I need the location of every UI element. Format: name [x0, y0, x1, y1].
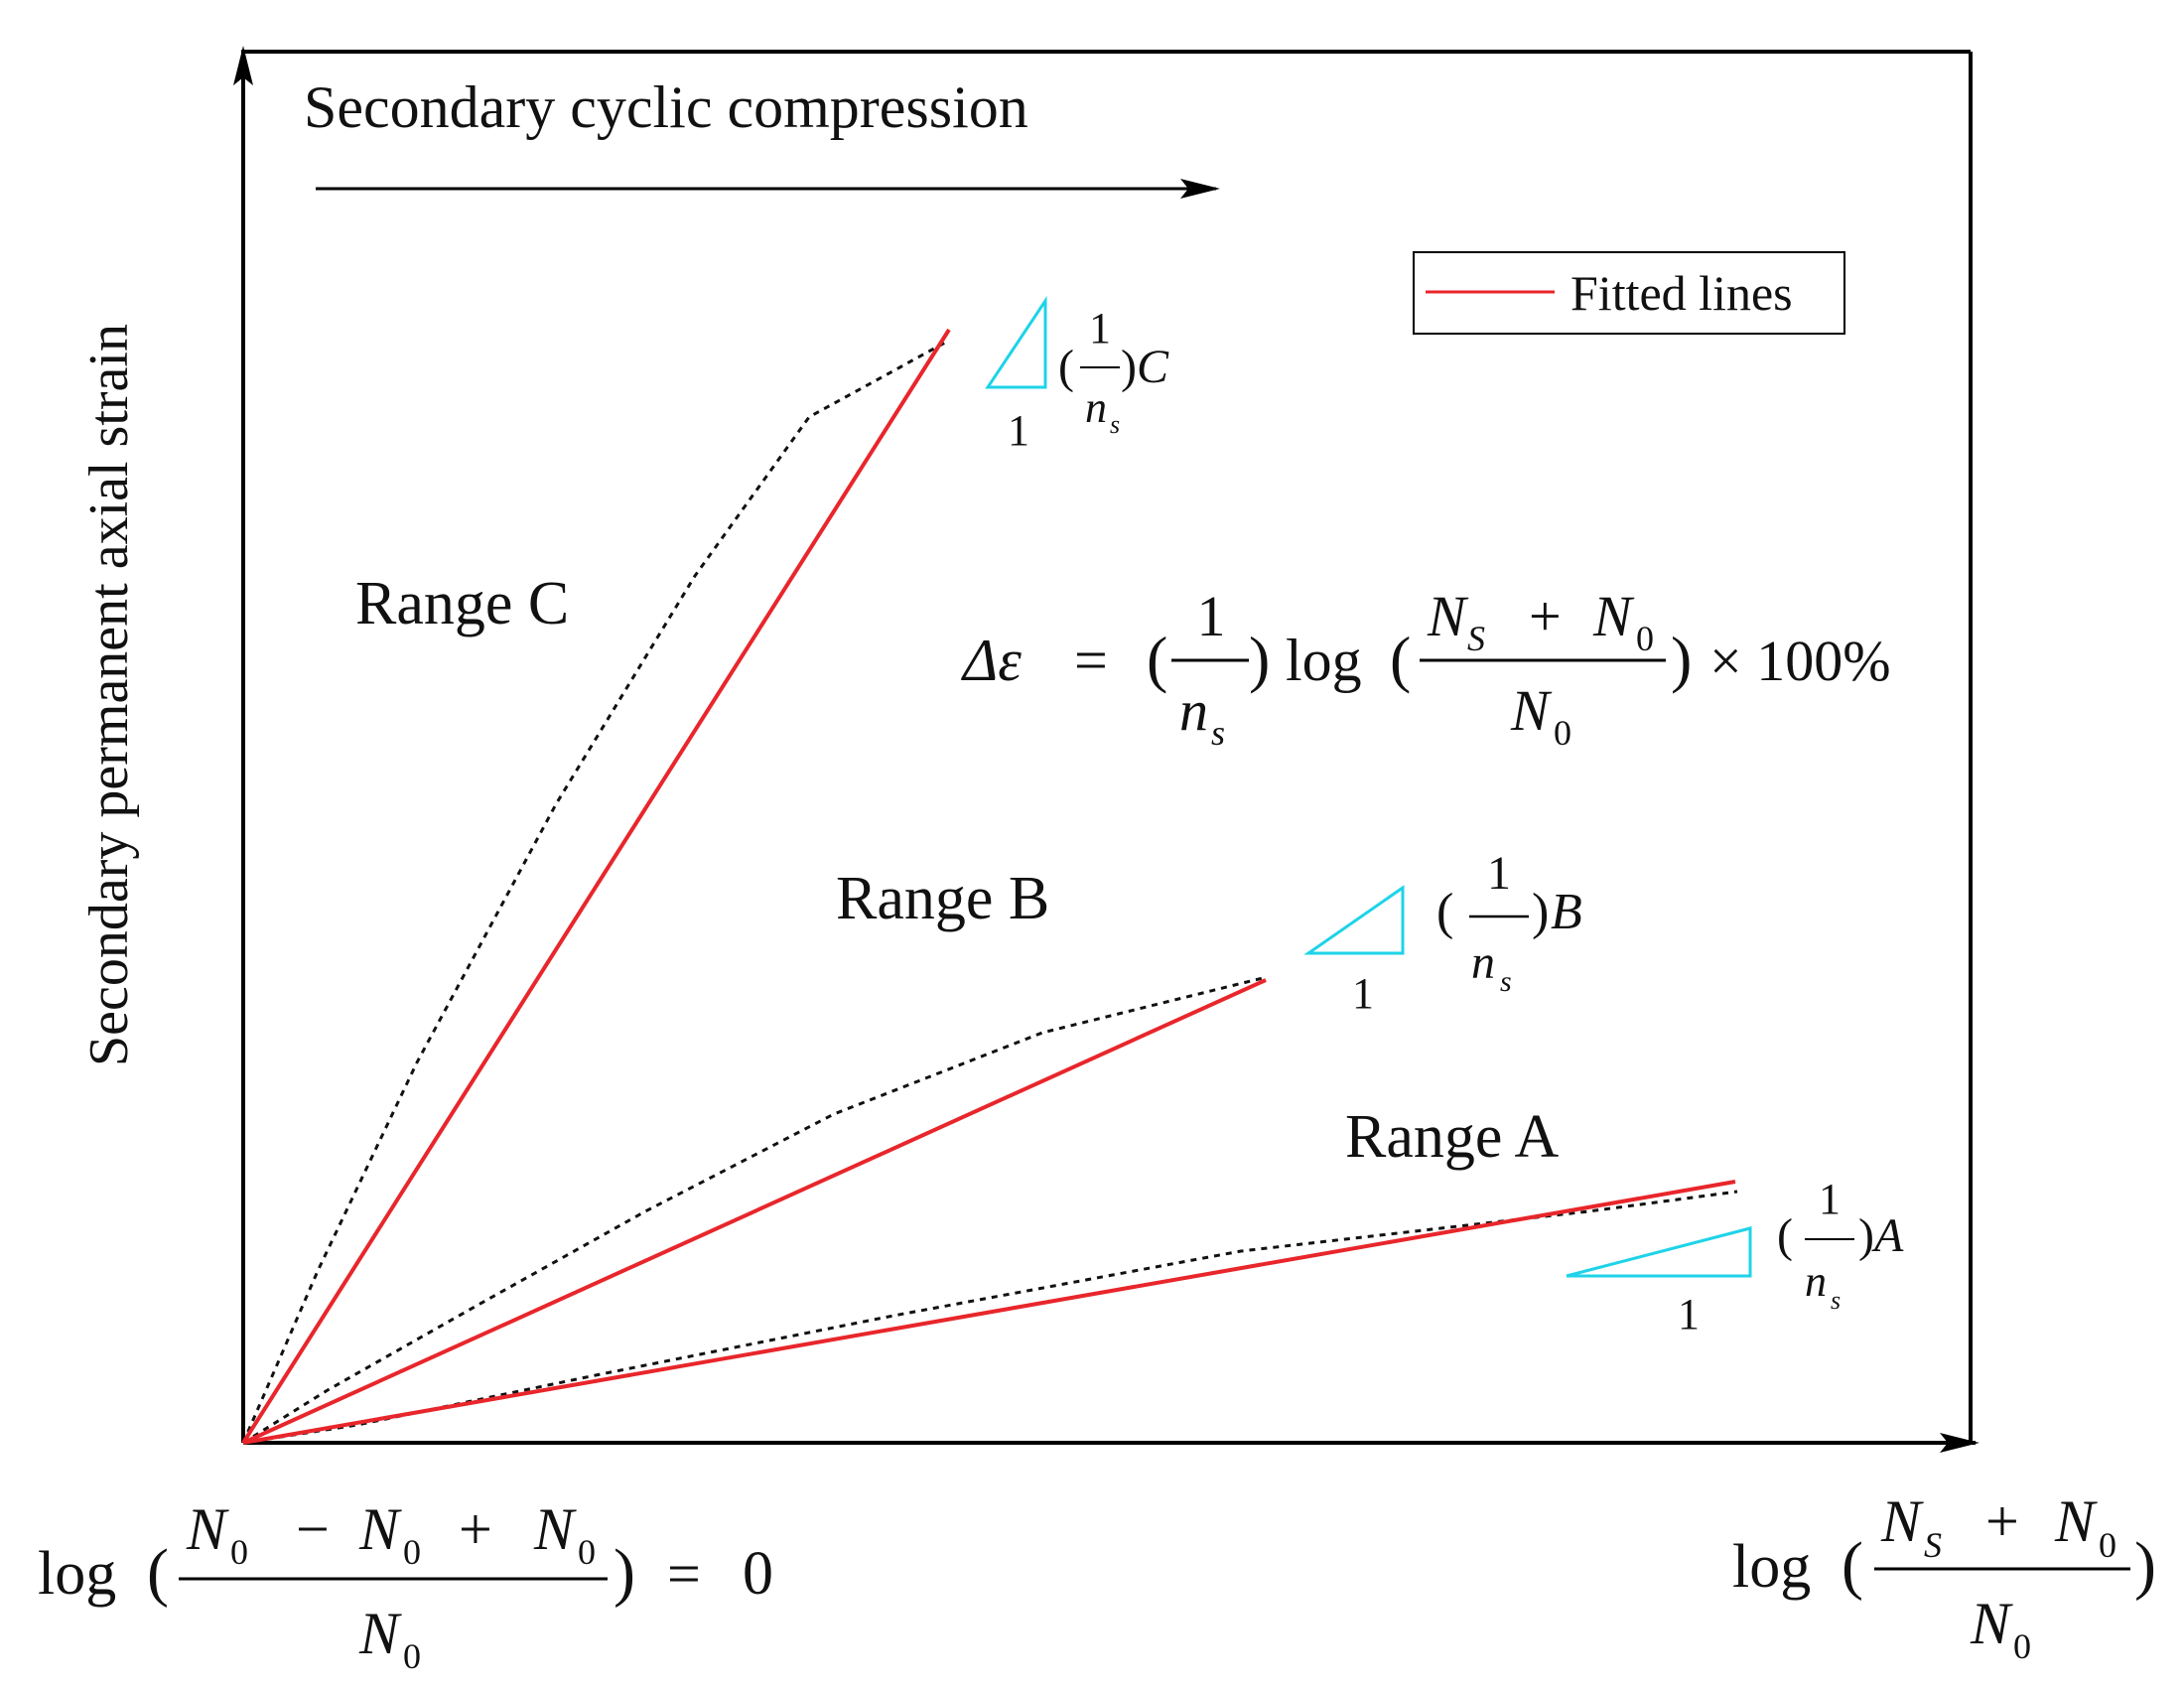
svg-text:): )	[1249, 624, 1270, 694]
slope-indicator-a: 1 ( 1 n s ) A	[1566, 1175, 1904, 1339]
slope-letter-c: C	[1137, 341, 1169, 393]
range-c-label: Range C	[355, 570, 569, 637]
svg-text:× 100%: × 100%	[1709, 629, 1891, 693]
slope-run-b: 1	[1352, 969, 1374, 1018]
svg-text:1: 1	[1819, 1175, 1841, 1223]
svg-text:N: N	[186, 1496, 229, 1562]
svg-text:=: =	[1074, 628, 1108, 693]
svg-text:): )	[2134, 1529, 2156, 1602]
svg-text:−: −	[296, 1496, 330, 1562]
fitted-lines	[241, 328, 1736, 1445]
svg-text:s: s	[1211, 713, 1225, 753]
svg-text:0: 0	[743, 1540, 773, 1608]
svg-text:): )	[1532, 884, 1549, 940]
slope-triangle-b	[1303, 885, 1405, 955]
svg-text:(: (	[1436, 884, 1453, 940]
direction-label: Secondary cyclic compression	[304, 74, 1028, 140]
svg-text:0: 0	[230, 1532, 248, 1572]
svg-text:s: s	[1110, 410, 1120, 439]
fitted-line-c	[241, 328, 951, 1445]
svg-text:(: (	[1842, 1529, 1863, 1602]
svg-text:): )	[1858, 1209, 1874, 1262]
svg-text:s: s	[1500, 965, 1512, 998]
svg-text:=: =	[667, 1541, 701, 1607]
strain-equation: Δε = ( 1 n s ) log ( N S + N 0 N 0 ) × 1…	[961, 584, 1891, 753]
fitted-line-b	[242, 978, 1267, 1445]
slope-triangle-a	[1566, 1226, 1752, 1278]
svg-text:log: log	[1286, 628, 1362, 693]
svg-text:0: 0	[2013, 1626, 2031, 1666]
svg-text:0: 0	[1554, 713, 1571, 753]
svg-text:n: n	[1805, 1257, 1827, 1306]
data-curves	[241, 341, 1738, 1445]
svg-text:+: +	[1985, 1488, 2019, 1554]
svg-text:1: 1	[1487, 847, 1511, 900]
svg-text:s: s	[1831, 1286, 1841, 1315]
svg-text:+: +	[459, 1496, 492, 1562]
svg-text:N: N	[2054, 1488, 2098, 1554]
svg-text:N: N	[358, 1496, 402, 1562]
svg-text:(: (	[1058, 341, 1074, 393]
svg-text:S: S	[1924, 1525, 1942, 1565]
legend-entry: Fitted lines	[1570, 265, 1793, 321]
data-curve-b	[242, 976, 1264, 1445]
svg-text:S: S	[1467, 619, 1485, 658]
svg-text:0: 0	[403, 1532, 421, 1572]
svg-text:n: n	[1085, 383, 1107, 432]
range-b-label: Range B	[836, 865, 1049, 932]
svg-text:1: 1	[1089, 304, 1111, 352]
svg-text:): )	[1671, 624, 1692, 694]
slope-letter-b: B	[1551, 884, 1582, 940]
svg-text:): )	[1121, 341, 1137, 393]
svg-text:(: (	[1390, 624, 1411, 694]
svg-text:Δε: Δε	[961, 628, 1022, 693]
svg-text:N: N	[1592, 584, 1635, 648]
svg-text:): )	[614, 1536, 635, 1609]
svg-text:n: n	[1471, 936, 1495, 989]
svg-text:log: log	[38, 1540, 116, 1608]
slope-indicator-c: 1 ( 1 n s ) C	[985, 296, 1169, 455]
svg-text:n: n	[1179, 678, 1208, 743]
svg-text:(: (	[1777, 1209, 1793, 1262]
slope-triangle-c	[985, 296, 1047, 389]
y-axis-label: Secondary permanent axial strain	[78, 324, 140, 1066]
svg-text:0: 0	[403, 1636, 421, 1676]
svg-text:log: log	[1732, 1533, 1811, 1601]
svg-text:1: 1	[1197, 584, 1226, 648]
svg-text:N: N	[1510, 678, 1553, 743]
svg-text:N: N	[533, 1496, 577, 1562]
svg-text:N: N	[1427, 584, 1469, 648]
svg-text:N: N	[1880, 1488, 1924, 1554]
slope-indicator-b: 1 ( 1 n s ) B	[1303, 847, 1582, 1018]
svg-text:N: N	[1970, 1591, 2013, 1656]
fitted-line-a	[242, 1180, 1736, 1445]
svg-text:0: 0	[1636, 619, 1654, 658]
svg-text:0: 0	[578, 1532, 596, 1572]
slope-run-c: 1	[1008, 406, 1029, 455]
slope-run-a: 1	[1678, 1290, 1700, 1339]
x-end-label: log ( N S + N 0 N 0 )	[1732, 1488, 2156, 1666]
svg-text:N: N	[358, 1601, 402, 1666]
x-origin-label: log ( N 0 − N 0 + N 0 N 0 ) = 0	[38, 1496, 773, 1676]
slope-letter-a: A	[1871, 1209, 1904, 1262]
plot-frame	[233, 46, 1979, 1453]
range-a-label: Range A	[1345, 1103, 1559, 1171]
svg-text:(: (	[1147, 624, 1167, 694]
svg-text:0: 0	[2099, 1525, 2116, 1565]
svg-text:(: (	[147, 1536, 169, 1609]
legend: Fitted lines	[1413, 251, 1845, 335]
svg-text:+: +	[1529, 584, 1562, 648]
